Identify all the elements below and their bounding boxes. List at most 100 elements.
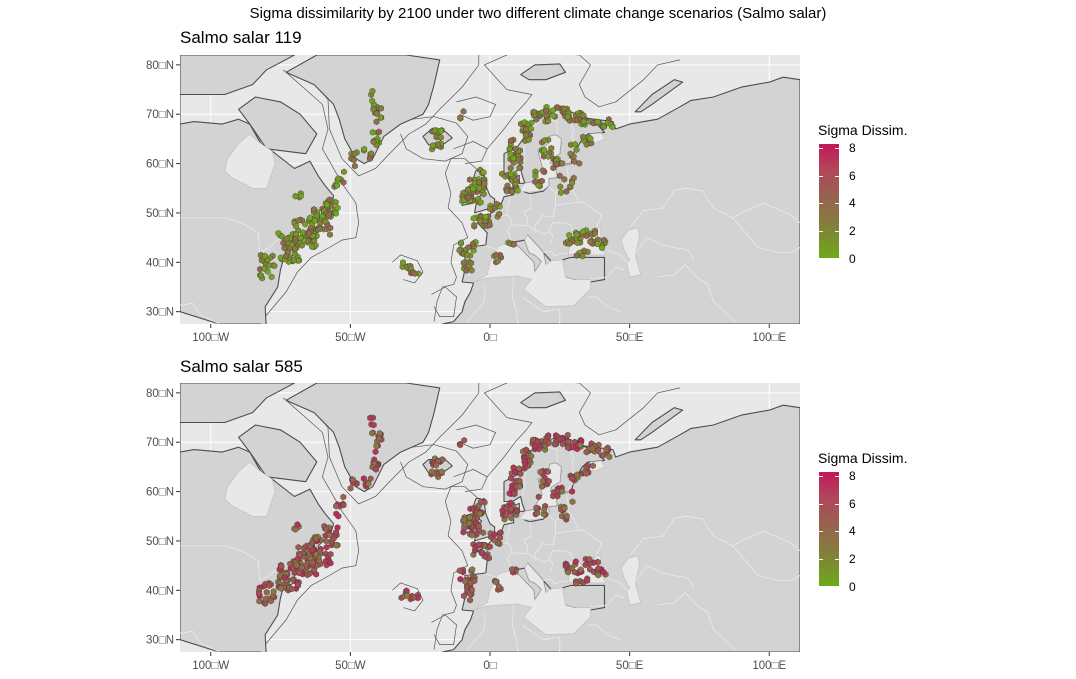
legend-585: Sigma Dissim. 8 6 4 2 0: [818, 450, 938, 594]
legend-title: Sigma Dissim.: [818, 450, 908, 466]
grid-cell: [367, 155, 373, 163]
lon-tick-label: 100□W: [192, 332, 229, 344]
grid-cell: [456, 567, 463, 574]
country-border: [590, 594, 625, 607]
grid-cell: [525, 136, 532, 144]
grid-cell: [586, 555, 593, 563]
grid-cell: [516, 483, 523, 491]
lat-tick-label: 50□N: [146, 536, 174, 548]
country-border: [657, 264, 737, 322]
grid-cell: [311, 206, 317, 213]
grid-cell: [569, 488, 575, 495]
grid-cell: [594, 118, 601, 126]
grid-cell: [266, 262, 273, 269]
grid-cell: [323, 525, 329, 533]
grid-cell: [567, 150, 574, 158]
grid-cell: [522, 131, 529, 139]
grid-cell: [293, 222, 299, 230]
distribution-cells: [256, 414, 613, 607]
grid-cell: [594, 240, 601, 248]
grid-cell: [469, 586, 475, 594]
grid-cell: [566, 231, 573, 239]
grid-cell: [327, 559, 334, 567]
grid-cell: [511, 241, 517, 248]
grid-cell: [481, 180, 488, 187]
grid-cell: [516, 164, 523, 172]
lat-tick-label: 50□N: [146, 208, 174, 220]
land-polygon: [238, 96, 318, 155]
lat-tick-label: 30□N: [146, 307, 174, 319]
grid-cell: [564, 113, 571, 121]
country-border: [590, 266, 625, 279]
grid-cell: [370, 138, 377, 146]
lat-tick-label: 60□N: [146, 159, 174, 171]
grid-cell: [332, 198, 339, 206]
grid-cell: [557, 183, 564, 191]
grid-cell: [291, 250, 298, 258]
grid-cell: [334, 204, 341, 212]
grid-cell: [584, 577, 591, 584]
grid-cell: [569, 498, 576, 506]
land-polygon: [238, 424, 318, 483]
grid-cell: [296, 569, 302, 577]
grid-cell: [347, 485, 354, 492]
country-border: [601, 575, 628, 591]
grid-cell: [466, 514, 473, 521]
grid-cell: [491, 536, 498, 544]
grid-cell: [507, 164, 514, 172]
lon-tick-label: 100□E: [752, 332, 786, 344]
grid-cell: [431, 127, 438, 134]
eez-boundary: [433, 158, 482, 322]
grid-cell: [263, 588, 270, 596]
grid-cell: [467, 579, 474, 587]
grid-cell: [461, 592, 467, 600]
grid-cell: [456, 246, 463, 254]
grid-cell: [559, 159, 566, 167]
grid-cell: [508, 170, 514, 178]
grid-cell: [297, 192, 304, 200]
grid-cell: [573, 231, 580, 239]
grid-cell: [327, 550, 334, 558]
grid-cell: [522, 461, 528, 468]
grid-cell: [333, 542, 340, 549]
distribution-cells: [257, 87, 616, 282]
grid-cell: [270, 588, 277, 595]
country-border: [555, 529, 580, 534]
grid-cell: [468, 259, 475, 267]
eez-boundary: [456, 424, 497, 449]
grid-cell: [493, 251, 499, 259]
figure-title: Sigma dissimilarity by 2100 under two di…: [249, 5, 827, 22]
grid-cell: [548, 144, 555, 152]
grid-cell: [542, 446, 548, 453]
grid-cell: [571, 158, 578, 165]
grid-cell: [292, 245, 298, 253]
grid-cell: [457, 575, 464, 583]
country-border: [511, 605, 519, 652]
grid-cell: [256, 590, 262, 597]
legend-tick: 4: [849, 524, 856, 538]
grid-cell: [327, 231, 333, 238]
grid-cell: [583, 470, 590, 477]
grid-cell: [528, 125, 534, 133]
grid-cell: [283, 235, 290, 243]
eez-boundary: [400, 444, 469, 490]
country-border: [521, 624, 561, 652]
grid-cell: [580, 112, 587, 119]
grid-cell: [535, 182, 542, 189]
grid-cell: [352, 162, 358, 170]
grid-cell: [376, 128, 382, 136]
grid-cell: [561, 504, 568, 512]
grid-cell: [508, 137, 514, 145]
grid-cell: [477, 199, 484, 206]
grid-cell: [565, 438, 572, 446]
lon-tick-label: 50□E: [616, 332, 644, 344]
map-panel-119: 80□N 70□N 60□N 50□N 40□N 30□N 100□W 50□W 0□ 50□E 1…: [146, 55, 800, 344]
grid-cell: [476, 184, 482, 192]
grid-cell: [486, 221, 493, 229]
grid-cell: [333, 528, 339, 536]
legend-119: Sigma Dissim. 8 6 4 2 0: [818, 122, 938, 266]
grid-cell: [313, 212, 320, 220]
country-border: [465, 285, 486, 324]
country-border: [512, 521, 532, 554]
grid-cell: [309, 539, 316, 547]
